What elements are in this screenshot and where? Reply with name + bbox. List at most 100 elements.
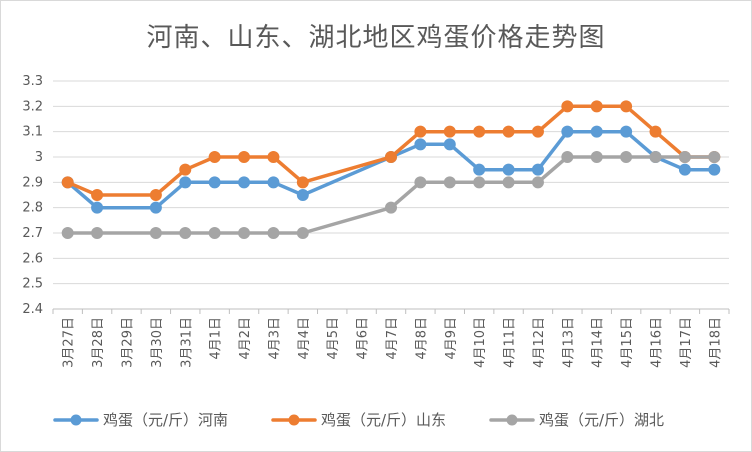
data-point <box>590 125 603 138</box>
data-point <box>620 151 633 163</box>
legend-marker <box>506 414 518 426</box>
data-point <box>91 227 104 239</box>
data-point <box>208 176 221 189</box>
x-tick-label: 4月10日 <box>473 317 488 368</box>
data-point <box>267 176 280 189</box>
data-point <box>649 151 662 163</box>
x-tick-label: 4月7日 <box>385 317 400 360</box>
data-point <box>561 100 574 113</box>
data-point <box>620 125 633 138</box>
data-point <box>179 227 192 239</box>
data-point <box>531 125 544 138</box>
data-point <box>502 163 515 176</box>
data-point <box>61 176 74 189</box>
data-point <box>649 125 662 138</box>
data-point <box>678 151 691 163</box>
data-point <box>91 201 104 214</box>
data-point <box>149 227 162 239</box>
data-point <box>179 163 192 176</box>
data-point <box>414 138 427 151</box>
legend-label: 鸡蛋（元/斤）河南 <box>103 411 228 429</box>
data-point <box>443 125 456 138</box>
data-point <box>473 163 486 176</box>
data-point <box>620 100 633 113</box>
data-point <box>267 227 280 239</box>
data-point <box>385 201 397 214</box>
data-point <box>179 176 192 189</box>
data-point <box>590 151 603 163</box>
legend-marker <box>288 414 300 426</box>
x-tick-label: 3月30日 <box>150 317 165 368</box>
x-tick-label: 4月9日 <box>444 317 459 360</box>
data-point <box>238 227 251 239</box>
data-point <box>473 125 486 138</box>
data-point <box>238 151 251 163</box>
data-point <box>443 138 456 151</box>
x-tick-label: 4月3日 <box>267 317 282 360</box>
y-tick-label: 3.3 <box>22 74 43 89</box>
y-tick-label: 3.2 <box>22 99 43 114</box>
data-point <box>502 125 515 138</box>
data-point <box>473 176 486 189</box>
legend-label: 鸡蛋（元/斤）湖北 <box>539 411 664 429</box>
y-tick-label: 2.6 <box>22 251 43 266</box>
data-point <box>561 125 574 138</box>
data-point <box>443 176 456 189</box>
y-tick-label: 2.8 <box>22 201 43 216</box>
data-point <box>531 163 544 176</box>
data-point <box>296 189 309 201</box>
data-point <box>208 151 221 163</box>
data-point <box>149 201 162 214</box>
x-tick-label: 3月29日 <box>120 317 135 368</box>
y-tick-label: 2.4 <box>22 302 43 317</box>
x-tick-label: 3月31日 <box>179 317 194 368</box>
y-tick-label: 3 <box>35 150 43 165</box>
data-point <box>238 176 251 189</box>
legend-label: 鸡蛋（元/斤）山东 <box>321 411 446 429</box>
x-tick-label: 4月16日 <box>650 317 665 368</box>
series-line <box>65 155 717 235</box>
data-point <box>267 151 280 163</box>
data-point <box>708 163 721 176</box>
series-line <box>65 104 717 197</box>
data-point <box>61 227 74 239</box>
data-point <box>414 125 427 138</box>
data-point <box>296 176 309 189</box>
series-line <box>65 129 717 210</box>
data-point <box>678 163 691 176</box>
data-point <box>561 151 574 163</box>
x-tick-label: 4月18日 <box>708 317 723 368</box>
chart-title: 河南、山东、湖北地区鸡蛋价格走势图 <box>146 23 606 53</box>
x-tick-label: 3月28日 <box>91 317 106 368</box>
data-point <box>385 151 397 163</box>
x-tick-label: 4月4日 <box>297 317 312 360</box>
y-tick-label: 2.9 <box>22 175 43 190</box>
x-tick-label: 4月2日 <box>238 317 253 360</box>
x-tick-label: 4月14日 <box>591 317 606 368</box>
legend-marker <box>70 414 82 426</box>
x-tick-label: 4月17日 <box>679 317 694 368</box>
y-tick-label: 3.1 <box>22 125 43 140</box>
x-tick-label: 4月1日 <box>209 317 224 360</box>
x-tick-label: 3月27日 <box>62 317 77 368</box>
x-tick-label: 4月12日 <box>532 317 547 368</box>
data-point <box>502 176 515 189</box>
x-tick-label: 4月13日 <box>561 317 576 368</box>
y-tick-label: 2.5 <box>22 277 43 292</box>
data-point <box>208 227 221 239</box>
x-tick-label: 4月6日 <box>356 317 371 360</box>
data-point <box>708 151 721 163</box>
data-point <box>91 189 104 201</box>
data-point <box>296 227 309 239</box>
y-tick-label: 2.7 <box>22 226 43 241</box>
x-tick-label: 4月8日 <box>414 317 429 360</box>
x-tick-label: 4月5日 <box>326 317 341 360</box>
x-tick-label: 4月11日 <box>503 317 518 368</box>
data-point <box>590 100 603 113</box>
x-tick-label: 4月15日 <box>620 317 635 368</box>
data-point <box>149 189 162 201</box>
data-point <box>414 176 427 189</box>
data-point <box>531 176 544 189</box>
